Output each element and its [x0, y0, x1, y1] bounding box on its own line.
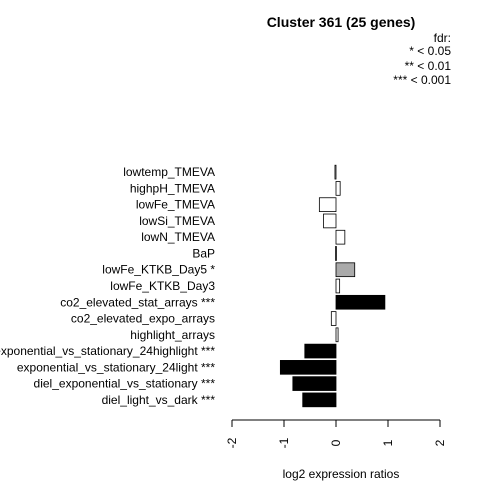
bar [335, 181, 341, 196]
bar [330, 311, 337, 326]
bar [335, 294, 386, 310]
category-label: exponential_vs_stationary_24highlight **… [0, 344, 215, 358]
category-label: co2_elevated_expo_arrays [71, 312, 215, 326]
category-label: highlight_arrays [130, 328, 215, 342]
bar [279, 360, 337, 375]
category-label: lowN_TMEVA [141, 230, 215, 244]
x-tick-label: 2 [433, 439, 447, 446]
category-label: BaP [192, 246, 215, 260]
x-tick-label: -2 [225, 437, 239, 448]
x-axis-label: log2 expression ratios [283, 467, 400, 481]
legend-title: fdr: [434, 31, 451, 45]
bar [335, 246, 337, 261]
x-tick-label: 1 [381, 439, 395, 446]
x-axis: -2 -1 0 1 2 [225, 419, 447, 448]
category-label: co2_elevated_stat_arrays *** [60, 295, 215, 309]
category-label: exponential_vs_stationary_24light *** [17, 360, 215, 374]
x-tick-label: 0 [329, 439, 343, 446]
legend: fdr: * < 0.05 ** < 0.01 *** < 0.001 [393, 31, 451, 87]
category-label: lowFe_KTKB_Day5 * [102, 263, 215, 277]
bar [335, 327, 339, 343]
category-label: diel_light_vs_dark *** [102, 393, 216, 407]
bar [323, 213, 337, 229]
bar [335, 229, 346, 245]
bar [318, 197, 337, 212]
bars [279, 164, 386, 408]
category-label: highpH_TMEVA [130, 181, 215, 195]
category-label: lowFe_KTKB_Day3 [110, 279, 215, 293]
legend-entry: * < 0.05 [409, 44, 451, 58]
category-label: lowtemp_TMEVA [123, 165, 215, 179]
bar [292, 376, 337, 391]
legend-entry: ** < 0.01 [405, 59, 452, 73]
category-label: lowFe_TMEVA [136, 198, 215, 212]
category-labels: lowtemp_TMEVA highpH_TMEVA lowFe_TMEVA lowS… [0, 165, 215, 407]
bar [304, 343, 337, 359]
bar [302, 392, 337, 408]
category-label: diel_exponential_vs_stationary *** [34, 377, 216, 391]
bar [335, 262, 356, 278]
category-label: lowSi_TMEVA [139, 214, 215, 228]
bar [335, 278, 341, 294]
bar [334, 164, 337, 180]
legend-entry: *** < 0.001 [393, 73, 451, 87]
x-tick-label: -1 [277, 437, 291, 448]
chart-title: Cluster 361 (25 genes) [267, 14, 416, 30]
